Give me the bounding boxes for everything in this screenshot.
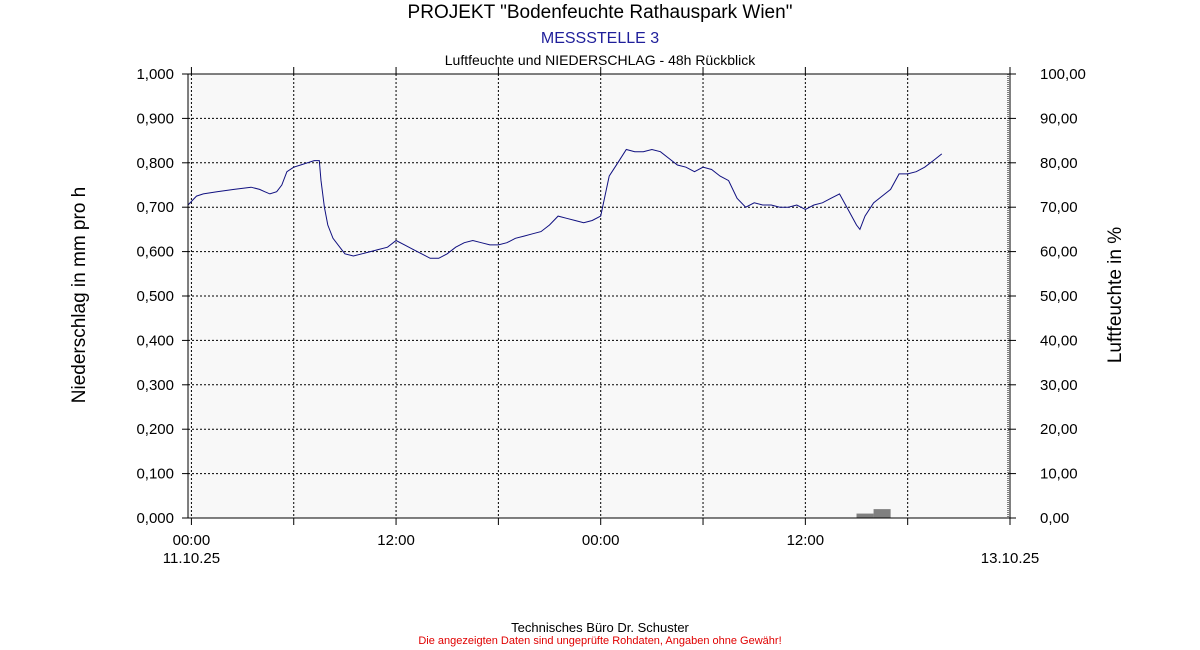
y-tick-label-left: 0,100 [136, 466, 174, 483]
y-tick-label-right: 0,00 [1040, 510, 1069, 527]
plot-background [188, 74, 1010, 518]
footer-company: Technisches Büro Dr. Schuster [511, 620, 689, 635]
x-tick-sublabel: 13.10.25 [981, 550, 1039, 567]
y-axis-right-label: Luftfeuchte in % [1105, 226, 1127, 364]
x-tick-label: 00:00 [173, 532, 211, 549]
y-tick-label-right: 70,00 [1040, 199, 1078, 216]
humidity-line [187, 148, 943, 259]
y-tick-label-left: 0,200 [136, 421, 174, 438]
chart-title: PROJEKT "Bodenfeuchte Rathauspark Wien" [407, 2, 793, 23]
y-tick-label-right: 90,00 [1040, 110, 1078, 127]
chart-description: Luftfeuchte und NIEDERSCHLAG - 48h Rückb… [444, 52, 756, 68]
y-tick-label-left: 0,900 [136, 110, 174, 127]
y-tick-label-right: 50,00 [1040, 288, 1078, 305]
y-tick-label-left: 0,400 [136, 332, 174, 349]
y-tick-label-left: 0,500 [136, 288, 174, 305]
y-tick-label-left: 0,700 [136, 199, 174, 216]
y-tick-label-left: 1,000 [136, 66, 174, 83]
y-tick-label-left: 0,300 [136, 377, 174, 394]
axes [182, 67, 1016, 525]
y-tick-label-right: 60,00 [1040, 244, 1078, 261]
x-tick-label: 12:00 [377, 532, 415, 549]
y-tick-label-right: 80,00 [1040, 155, 1078, 172]
chart-subtitle: MESSSTELLE 3 [540, 30, 660, 47]
y-tick-label-left: 0,000 [136, 510, 174, 527]
precipitation-bars [856, 509, 891, 518]
y-axis-left-label: Niederschlag in mm pro h [69, 186, 91, 404]
y-tick-label-left: 0,600 [136, 244, 174, 261]
tick-labels: 0,000 0,00 0,100 10,00 0,200 20,00 0,300 30,00 0… [136, 66, 1085, 567]
y-tick-label-right: 40,00 [1040, 332, 1078, 349]
footer-disclaimer: Die angezeigten Daten sind ungeprüfte Ro… [418, 635, 782, 647]
y-tick-label-right: 20,00 [1040, 421, 1078, 438]
grid-lines [188, 74, 1011, 518]
chart-area: 0,000 0,00 0,100 10,00 0,200 20,00 0,300 30,00 0… [136, 66, 1085, 567]
y-tick-label-left: 0,800 [136, 155, 174, 172]
precipitation-bar [873, 509, 891, 518]
plot-border [187, 73, 1011, 519]
y-tick-label-right: 30,00 [1040, 377, 1078, 394]
x-tick-label: 00:00 [582, 532, 620, 549]
y-tick-label-right: 100,00 [1040, 66, 1086, 83]
y-tick-label-right: 10,00 [1040, 466, 1078, 483]
x-tick-label: 12:00 [787, 532, 825, 549]
precipitation-bar [856, 513, 874, 518]
x-tick-sublabel: 11.10.25 [163, 550, 220, 567]
